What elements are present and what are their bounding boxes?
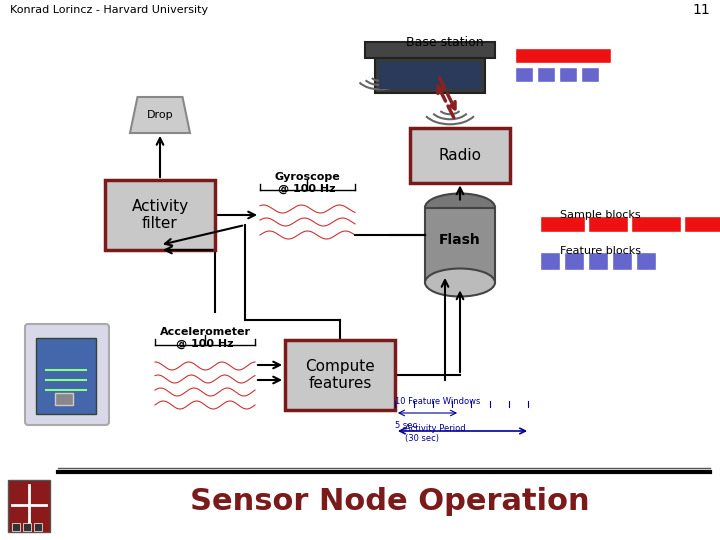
Ellipse shape <box>425 268 495 296</box>
FancyBboxPatch shape <box>8 480 50 532</box>
Bar <box>379 62 481 89</box>
Bar <box>612 252 632 270</box>
Text: Flash: Flash <box>439 233 481 247</box>
Bar <box>636 252 656 270</box>
Text: Feature blocks: Feature blocks <box>559 246 641 256</box>
Text: Activity
filter: Activity filter <box>132 199 189 231</box>
Bar <box>12 523 20 531</box>
Text: Gyroscope
@ 100 Hz: Gyroscope @ 100 Hz <box>274 172 340 194</box>
Text: Sensor Node Operation: Sensor Node Operation <box>190 488 590 516</box>
FancyBboxPatch shape <box>105 180 215 250</box>
Ellipse shape <box>425 193 495 221</box>
Bar <box>34 523 42 531</box>
Text: 10 Feature Windows: 10 Feature Windows <box>395 397 480 406</box>
FancyBboxPatch shape <box>285 340 395 410</box>
Polygon shape <box>130 97 190 133</box>
FancyBboxPatch shape <box>365 42 495 58</box>
Bar <box>564 252 584 270</box>
Text: Activity Period
(30 sec): Activity Period (30 sec) <box>405 423 466 443</box>
Bar <box>537 67 555 82</box>
FancyBboxPatch shape <box>36 338 96 414</box>
Bar <box>588 252 608 270</box>
Bar <box>684 216 720 232</box>
FancyBboxPatch shape <box>375 58 485 93</box>
Text: Konrad Lorincz - Harvard University: Konrad Lorincz - Harvard University <box>10 5 208 15</box>
Text: Accelerometer
@ 100 Hz: Accelerometer @ 100 Hz <box>160 327 251 349</box>
Bar <box>559 67 577 82</box>
Text: 5 sec: 5 sec <box>395 421 417 430</box>
Text: Compute
features: Compute features <box>305 359 375 391</box>
Text: Radio: Radio <box>438 147 482 163</box>
FancyBboxPatch shape <box>25 324 109 425</box>
Bar <box>515 67 533 82</box>
Bar <box>540 216 585 232</box>
FancyBboxPatch shape <box>410 127 510 183</box>
Bar <box>581 67 599 82</box>
Text: Base station: Base station <box>406 36 484 49</box>
Bar <box>631 216 681 232</box>
Bar <box>425 207 495 282</box>
Text: Drop: Drop <box>147 110 174 120</box>
Text: 11: 11 <box>692 3 710 17</box>
Bar <box>540 252 560 270</box>
Bar <box>55 393 73 405</box>
Bar <box>588 216 628 232</box>
Bar <box>23 523 31 531</box>
Text: Sample blocks: Sample blocks <box>559 210 640 220</box>
Bar <box>515 48 611 63</box>
